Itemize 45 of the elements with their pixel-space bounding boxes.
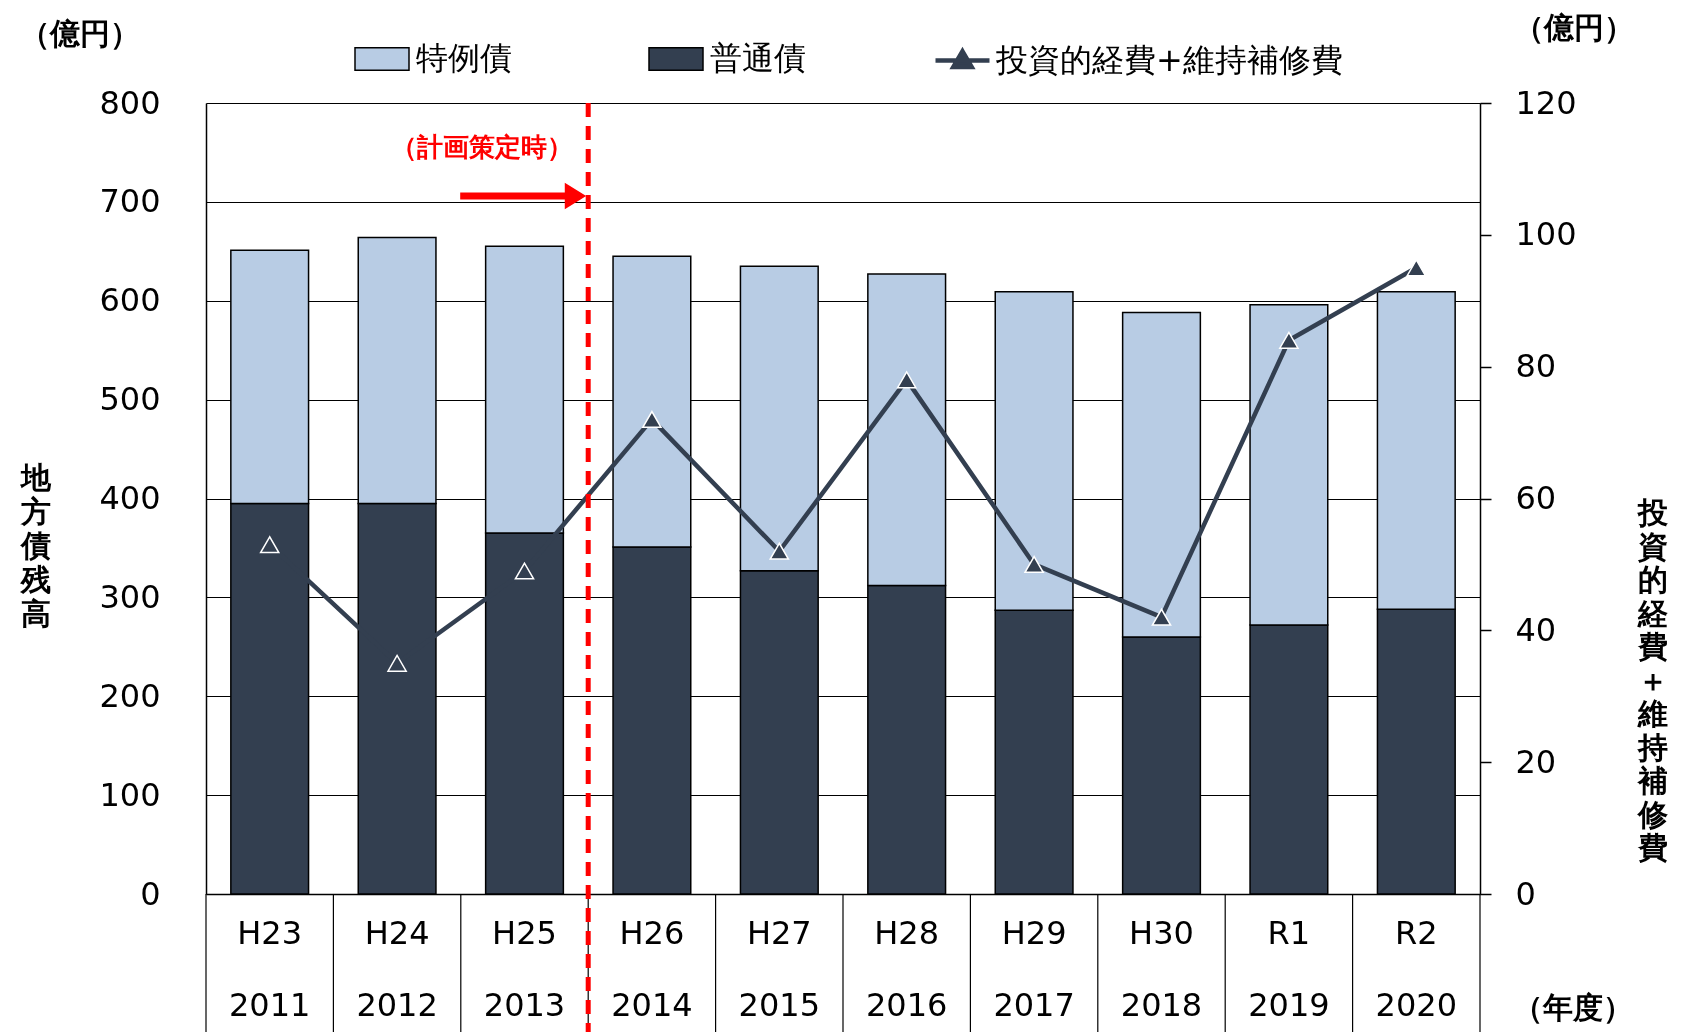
- y-axis-title: 地方債残高: [18, 460, 52, 631]
- y2-tick-label: 80: [1515, 347, 1557, 386]
- point: [1406, 259, 1427, 277]
- y2-tick-label: 20: [1515, 742, 1557, 781]
- x-tick-label: H25 2013: [483, 913, 566, 1024]
- x-tick-label: H29 2017: [993, 913, 1075, 1024]
- y-tick-label: 800: [99, 83, 161, 122]
- x-tick-label: H23 2011: [228, 913, 311, 1024]
- point: [514, 562, 535, 580]
- y-tick-label: 700: [99, 182, 161, 221]
- y-tick-label: 100: [99, 775, 161, 814]
- point: [387, 654, 407, 672]
- y-tick-label: 0: [140, 874, 161, 913]
- point: [896, 371, 917, 389]
- legend-label: 特例債: [416, 39, 512, 77]
- x-axis-title: （年度）: [1512, 989, 1633, 1025]
- point: [642, 410, 662, 429]
- point: [769, 542, 790, 560]
- legend-label: 投資的経費+維持補修費: [995, 40, 1343, 79]
- y-tick-label: 600: [99, 281, 161, 320]
- x-tick-label: H24 2012: [356, 913, 438, 1024]
- y-tick-label: 500: [99, 380, 161, 419]
- y2-tick-label: 60: [1515, 479, 1557, 517]
- y2-tick-label: 0: [1515, 874, 1536, 913]
- text: 投資的経費＋維持補修費: [1637, 495, 1668, 865]
- point: [1279, 331, 1299, 349]
- y-tick-label: 400: [99, 479, 161, 517]
- y-tick-label: 300: [99, 577, 161, 616]
- text: （億円）: [20, 16, 140, 51]
- point: [259, 536, 280, 554]
- y2-tick-label: 120: [1515, 83, 1577, 122]
- x-tick-label: R1 2019: [1248, 913, 1330, 1024]
- x-tick-label: H28 2016: [865, 913, 948, 1024]
- y2-tick-label: 100: [1515, 215, 1577, 254]
- point: [1151, 608, 1172, 626]
- x-tick-label: H26 2014: [611, 913, 693, 1024]
- x-tick-label: H27 2015: [738, 913, 821, 1024]
- x-tick-label: H30 2018: [1120, 913, 1203, 1024]
- point: [1024, 555, 1044, 574]
- y2-tick-label: 40: [1515, 610, 1557, 649]
- text: （億円）: [1514, 10, 1634, 45]
- legend-label: 普通債: [710, 39, 806, 77]
- x-tick-label: R2 2020: [1375, 913, 1458, 1024]
- y-tick-label: 200: [99, 676, 161, 715]
- ref-line-label: （計画策定時）: [391, 132, 574, 162]
